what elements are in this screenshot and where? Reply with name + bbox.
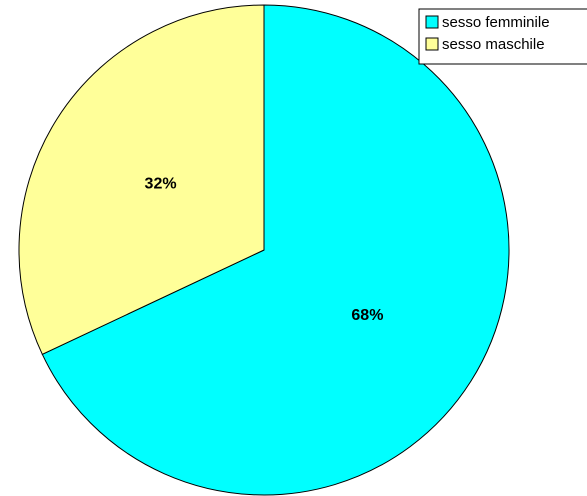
legend-swatch-sesso-maschile — [425, 37, 439, 51]
data-label-sesso-femminile: 68% — [351, 307, 383, 324]
pie-slice-sesso-maschile — [18, 4, 265, 355]
pie-slices — [18, 4, 510, 496]
legend: sesso femminile sesso maschile — [418, 8, 587, 65]
data-label-sesso-maschile: 32% — [145, 176, 177, 193]
legend-label-sesso-femminile: sesso femminile — [442, 14, 550, 31]
legend-label-sesso-maschile: sesso maschile — [442, 36, 545, 53]
legend-box — [418, 8, 587, 65]
pie-slice-sesso-femminile — [41, 4, 510, 496]
legend-swatch-sesso-femminile — [425, 15, 439, 29]
pie-data-labels: 68% 32% — [145, 176, 384, 324]
